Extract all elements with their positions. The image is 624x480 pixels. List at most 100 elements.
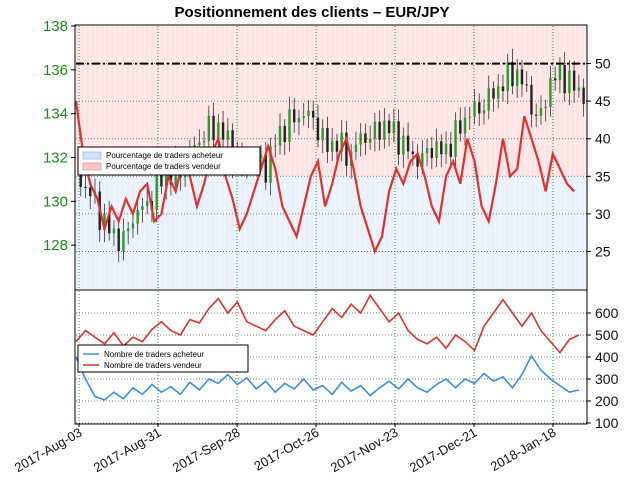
- candle-body: [302, 116, 305, 118]
- candle-body: [568, 70, 571, 94]
- candle-body: [84, 186, 87, 188]
- candle-body: [112, 228, 116, 234]
- candle-body: [207, 115, 211, 142]
- percent-tick-label: 35: [595, 168, 611, 184]
- price-tick-label: 132: [43, 150, 68, 167]
- candle-body: [307, 110, 310, 117]
- candle-body: [444, 143, 448, 155]
- candle-body: [226, 130, 230, 140]
- candle-body: [378, 121, 381, 140]
- candle-body: [259, 155, 263, 159]
- x-tick-label: 2017-Aug-03: [12, 425, 85, 476]
- percent-tick-label: 30: [595, 206, 611, 222]
- series-line-vendeur-percentage: [74, 100, 575, 255]
- candle-body: [131, 223, 135, 229]
- acheteur-percentage-area: [76, 176, 586, 289]
- price-axis-ticks: 128 130 132 134 136 138: [43, 18, 76, 254]
- candle-body: [103, 213, 106, 230]
- series-line-acheteur-count: [75, 354, 580, 401]
- x-tick-label: 2017-Sep-28: [170, 425, 243, 476]
- candle-body: [397, 121, 400, 155]
- legend-label-vendeur-percentage: Pourcentage de traders vendeur: [106, 162, 221, 171]
- candle-body: [539, 108, 543, 116]
- x-axis-ticks: 2017-Aug-03 2017-Aug-31 2017-Sep-28 2017-Oc…: [12, 423, 559, 475]
- candle-body: [506, 61, 509, 92]
- candle-body: [326, 128, 329, 152]
- candle-body: [373, 121, 377, 139]
- x-tick-label: 2017-Nov-23: [328, 425, 401, 476]
- count-tick-label: 400: [595, 349, 619, 365]
- candle-body: [212, 115, 215, 141]
- candle-body: [501, 86, 505, 92]
- candle-body: [558, 65, 562, 81]
- candle-body: [478, 102, 481, 114]
- price-tick-label: 128: [43, 237, 68, 254]
- candle-body: [293, 109, 296, 123]
- candle-body: [425, 147, 429, 154]
- candle-body: [274, 145, 277, 147]
- percent-tick-label: 45: [595, 93, 611, 109]
- candle-body: [577, 87, 581, 91]
- series-line-vendeur-count: [75, 293, 580, 354]
- candle-body: [572, 70, 576, 91]
- candle-body: [108, 213, 111, 234]
- candle-body: [89, 187, 92, 197]
- candle-body: [79, 172, 82, 187]
- candle-body: [198, 142, 201, 145]
- count-tick-label: 500: [595, 327, 619, 343]
- candle-body: [430, 147, 434, 159]
- candle-body: [117, 228, 120, 252]
- price-tick-label: 130: [43, 193, 68, 210]
- candle-body: [368, 138, 372, 143]
- candle-body: [364, 133, 367, 143]
- x-tick-label: 2017-Aug-31: [91, 425, 164, 476]
- percent-tick-label: 40: [595, 131, 611, 147]
- percent-axis-ticks: 25 30 35 40 45 50: [586, 56, 611, 259]
- bottom-panel-gridlines: [76, 291, 586, 424]
- candle-body: [435, 141, 438, 159]
- price-tick-label: 136: [43, 62, 68, 79]
- candle-body: [487, 88, 490, 111]
- count-axis-ticks: 100 200 300 400 500 600: [586, 305, 619, 431]
- count-tick-label: 300: [595, 371, 619, 387]
- candle-body: [278, 125, 282, 146]
- legend-swatch-acheteur: [82, 151, 102, 160]
- candle-body: [525, 84, 528, 86]
- candle-body: [155, 172, 158, 211]
- candle-body: [330, 140, 334, 152]
- legend-top: Pourcentage de traders acheteur Pourcent…: [77, 146, 261, 176]
- candle-body: [221, 122, 225, 140]
- price-tick-label: 138: [43, 18, 68, 35]
- candle-body: [387, 120, 391, 134]
- legend-label-vendeur-count: Nombre de traders vendeur: [104, 361, 202, 370]
- candle-body: [160, 172, 163, 187]
- candle-body: [354, 144, 358, 152]
- candle-body: [473, 102, 476, 117]
- candle-body: [497, 86, 500, 99]
- candle-body: [553, 78, 557, 81]
- candle-body: [297, 117, 301, 123]
- candle-body: [516, 69, 519, 87]
- legend-swatch-vendeur: [82, 162, 102, 171]
- candle-body: [582, 87, 585, 104]
- candle-body: [449, 143, 452, 157]
- candle-body: [335, 140, 339, 152]
- candle-body: [406, 135, 410, 152]
- price-tick-label: 134: [43, 106, 68, 123]
- candle-body: [122, 231, 125, 252]
- count-tick-label: 200: [595, 393, 619, 409]
- count-tick-label: 100: [595, 415, 619, 431]
- candle-body: [520, 69, 524, 85]
- x-tick-label: 2017-Oct-26: [251, 425, 321, 474]
- candle-body: [454, 120, 457, 157]
- candle-body: [321, 128, 324, 141]
- candle-body: [544, 106, 547, 109]
- candle-body: [563, 65, 566, 94]
- candle-body: [145, 201, 149, 207]
- legend-bottom: Nombre de traders acheteur Nombre de tra…: [77, 344, 249, 373]
- candle-body: [421, 153, 424, 167]
- candle-body: [392, 121, 396, 134]
- candle-body: [549, 78, 552, 107]
- candle-body: [511, 61, 514, 87]
- candle-body: [283, 125, 286, 143]
